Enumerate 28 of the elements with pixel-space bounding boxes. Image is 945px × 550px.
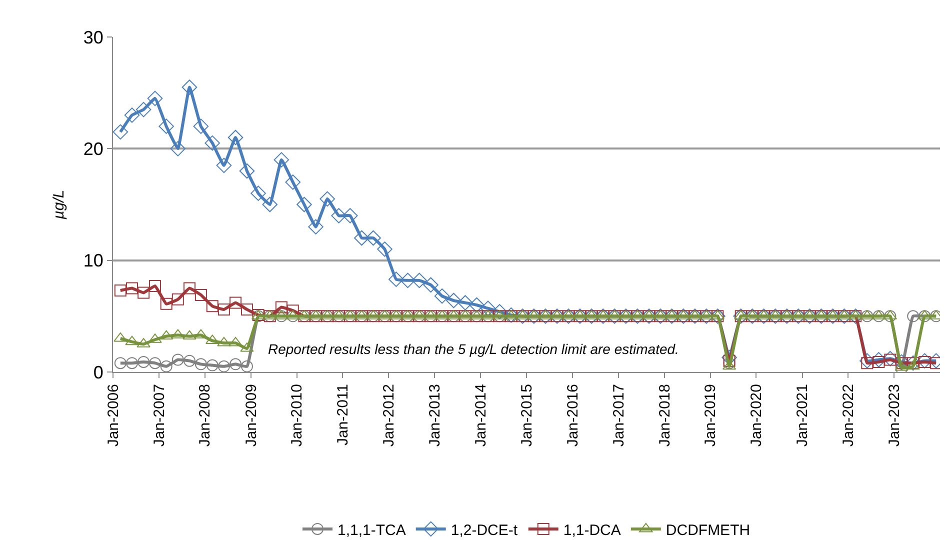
x-tick-label: Jan-2006 — [104, 384, 122, 447]
legend-label: DCDFMETH — [666, 522, 750, 539]
y-tick-label: 30 — [83, 27, 104, 48]
x-tick-label: Jan-2023 — [886, 384, 903, 447]
x-tick-label: Jan-2012 — [380, 384, 398, 447]
annotation: Reported results less than the 5 µg/L detection limit are estimated. — [268, 341, 679, 357]
x-tick-label: Jan-2022 — [840, 384, 858, 447]
legend-label: 1,1-DCA — [563, 522, 621, 539]
x-tick-label: Jan-2015 — [518, 384, 536, 447]
x-tick-label: Jan-2017 — [610, 384, 628, 447]
y-tick-label: 10 — [83, 250, 104, 271]
x-tick-label: Jan-2021 — [794, 384, 812, 447]
y-tick-label: 0 — [93, 362, 104, 382]
x-tick-label: Jan-2018 — [656, 384, 674, 447]
x-tick-label: Jan-2009 — [242, 384, 260, 447]
x-tick-label: Jan-2010 — [288, 384, 306, 447]
x-tick-label: Jan-2008 — [196, 384, 214, 447]
x-tick-label: Jan-2016 — [564, 384, 582, 447]
y-axis-title: µg/L — [50, 190, 68, 220]
legend-label: 1,1,1-TCA — [338, 522, 406, 539]
legend-label: 1,2-DCE-t — [450, 522, 518, 539]
x-tick-label: Jan-2019 — [702, 384, 720, 447]
x-tick-label: Jan-2013 — [426, 384, 444, 447]
x-tick-label: Jan-2011 — [334, 384, 352, 446]
y-tick-label: 20 — [83, 138, 104, 159]
x-tick-label: Jan-2007 — [150, 384, 168, 447]
x-tick-label: Jan-2020 — [748, 384, 766, 447]
x-tick-label: Jan-2014 — [472, 384, 490, 447]
